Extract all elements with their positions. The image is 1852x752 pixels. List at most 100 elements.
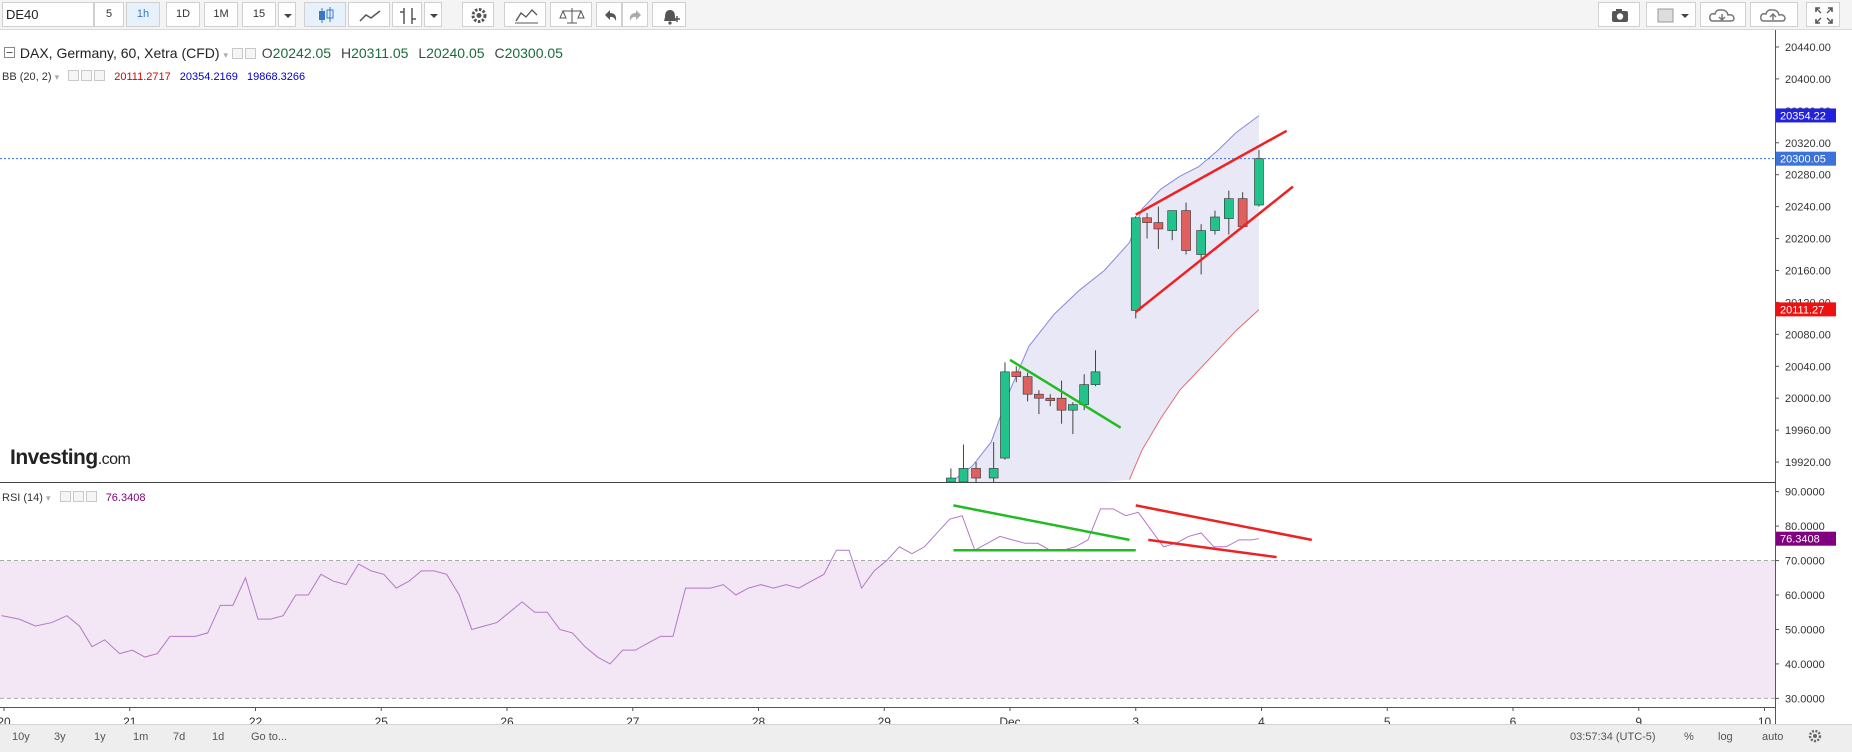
bars-icon[interactable] [392, 2, 422, 27]
bb-upper-tag-label: 20354.22 [1780, 110, 1826, 122]
bb-upper-value: 20354.2169 [179, 71, 238, 83]
range-10y[interactable]: 10y [12, 731, 30, 743]
cloud-upload-icon[interactable] [1750, 2, 1798, 27]
bb-lower-tag-bg [1776, 302, 1836, 317]
rsi-label: RSI (14) [2, 492, 43, 504]
interval-button-15[interactable]: 15 [242, 2, 276, 27]
candle [1011, 366, 1022, 383]
candle-body [1142, 217, 1152, 223]
time-tick-label: 3 [1132, 715, 1139, 724]
settings-small-icon[interactable] [244, 48, 256, 59]
candle-body [1034, 393, 1044, 399]
price-tick-label: 20280.00 [1785, 170, 1831, 182]
candles-icon[interactable] [304, 2, 346, 27]
high-value: 20311.05 [351, 45, 409, 61]
range-1m[interactable]: 1m [133, 731, 149, 743]
candle-body [1130, 217, 1141, 311]
range-1d[interactable]: 1d [212, 731, 225, 743]
rsi-close-icon[interactable] [85, 491, 97, 502]
alert-bell-icon[interactable] [652, 2, 686, 27]
auto-toggle[interactable]: auto [1762, 731, 1784, 743]
interval-button-1d[interactable]: 1D [166, 2, 200, 27]
color-picker-icon[interactable] [1646, 2, 1696, 27]
bb-legend: BB (20, 2) ▾ 20111.2717 20354.2169 19868… [2, 70, 305, 83]
candle [1034, 390, 1044, 415]
candle-body [1153, 222, 1164, 230]
close-label: C [494, 45, 505, 61]
time-tick-label: 26 [500, 715, 514, 724]
collapse-icon[interactable] [4, 47, 16, 59]
camera-icon[interactable] [1598, 2, 1640, 27]
price-tick-label: 19920.00 [1785, 457, 1831, 469]
compare-scale-icon[interactable] [550, 2, 592, 27]
bb-settings-icon[interactable] [81, 70, 93, 81]
candle [946, 468, 956, 483]
undo-icon[interactable] [596, 2, 622, 27]
rsi-trendline [953, 504, 1130, 542]
bb-close-icon[interactable] [94, 70, 106, 81]
rsi-dropdown-icon[interactable]: ▾ [46, 493, 51, 503]
price-trendline [1135, 129, 1288, 216]
log-toggle[interactable]: log [1718, 731, 1733, 743]
cloud-download-icon[interactable] [1700, 2, 1746, 27]
rsi-trendline [1135, 504, 1313, 542]
bb-visibility-icon[interactable] [68, 70, 80, 81]
interval-button-5[interactable]: 5 [94, 2, 124, 27]
candle-body [1090, 371, 1101, 385]
time-tick-label: 10 [1758, 715, 1772, 724]
rsi-visibility-icon[interactable] [59, 491, 71, 502]
rsi-tick-label: 70.0000 [1785, 556, 1825, 568]
candle-body [1181, 210, 1191, 251]
interval-dropdown-icon[interactable] [278, 2, 296, 27]
candle [988, 442, 999, 482]
rsi-value-tag-label: 76.3408 [1780, 534, 1820, 546]
last-price-tag-label: 20300.05 [1780, 154, 1826, 166]
candle [1153, 206, 1164, 249]
rsi-settings-icon[interactable] [72, 491, 84, 502]
time-tick-label: 22 [249, 715, 263, 724]
rsi-tick-label: 50.0000 [1785, 624, 1825, 636]
time-tick-label: 27 [626, 715, 640, 724]
bb-lower-tag: 20111.27 [1776, 302, 1836, 317]
interval-button-1m[interactable]: 1M [204, 2, 238, 27]
range-3y[interactable]: 3y [54, 731, 66, 743]
chart-canvas[interactable]: 19920.00 19960.00 20000.00 20040.00 20080.00… [0, 30, 1852, 724]
price-trendline [1134, 185, 1294, 313]
range-1y[interactable]: 1y [94, 731, 106, 743]
gear-icon[interactable] [462, 2, 494, 27]
rsi-tick-label: 80.0000 [1785, 521, 1825, 533]
bb-dropdown-icon[interactable]: ▾ [54, 72, 60, 82]
axes-layer: 19920.00 19960.00 20000.00 20040.00 20080.00… [0, 30, 1836, 724]
candle-body [1022, 376, 1033, 395]
legend-title: DAX, Germany, 60, Xetra (CFD) [19, 45, 220, 61]
price-tick-label: 20040.00 [1785, 361, 1831, 373]
low-label: L [418, 45, 427, 61]
logo-brand: Investing [10, 446, 98, 469]
candle-body [958, 468, 969, 483]
range-7d[interactable]: 7d [173, 731, 186, 743]
interval-button-1h[interactable]: 1h [126, 2, 160, 27]
price-tick-label: 20000.00 [1785, 393, 1831, 405]
redo-icon[interactable] [622, 2, 648, 27]
fullscreen-icon[interactable] [1806, 2, 1840, 27]
chart-type-dropdown-icon[interactable] [424, 2, 442, 27]
settings-gear-icon[interactable] [1807, 728, 1823, 747]
price-tick-label: 20080.00 [1785, 329, 1831, 341]
candle-body [1167, 210, 1178, 231]
symbol-input[interactable]: DE40 [2, 2, 94, 27]
legend-dropdown-icon[interactable]: ▾ [223, 50, 228, 60]
candle [1196, 224, 1206, 275]
time-tick-label: 28 [752, 715, 766, 724]
indicators-icon[interactable] [504, 2, 546, 27]
visibility-icon[interactable] [231, 48, 243, 59]
investing-logo: Investing.com [10, 446, 131, 470]
bottom-bar: 10y 3y 1y 1m 7d 1d Go to... 03:57:34 (UT… [0, 724, 1852, 752]
candle [1181, 202, 1191, 255]
rsi-value-tag-bg [1776, 531, 1836, 546]
candle [971, 462, 981, 482]
goto-button[interactable]: Go to... [251, 731, 288, 743]
time-tick-label: 5 [1384, 715, 1391, 724]
last-price-tag-bg [1776, 151, 1836, 166]
percent-toggle[interactable]: % [1684, 731, 1694, 743]
line-chart-icon[interactable] [348, 2, 390, 27]
